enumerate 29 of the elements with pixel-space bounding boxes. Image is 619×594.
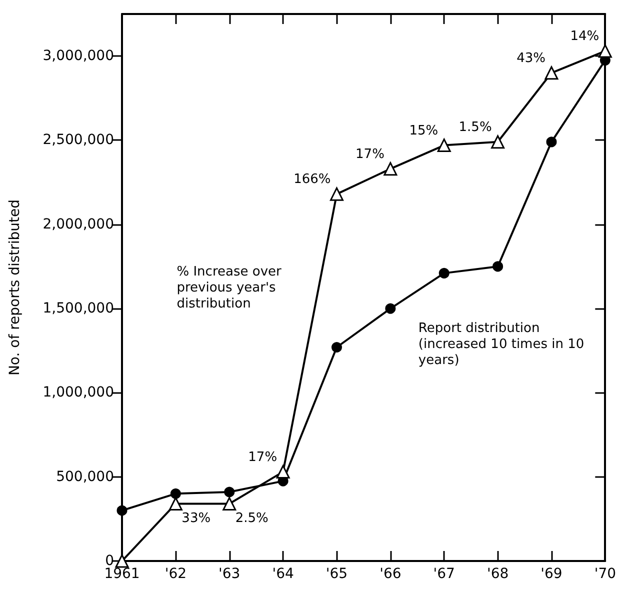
annotation: 43% xyxy=(516,50,546,66)
x-tick-label: '70 xyxy=(594,566,616,582)
x-tick-label: '66 xyxy=(380,566,402,582)
y-tick-label: 1,500,000 xyxy=(42,300,114,317)
x-tick-label: '68 xyxy=(486,566,509,582)
x-tick-label: '63 xyxy=(218,566,240,582)
x-tick-label: '62 xyxy=(164,566,187,582)
series-label: Report distribution (increased 10 times in 10 years) xyxy=(418,321,588,368)
annotation: 166% xyxy=(294,172,331,188)
text: % Increase over previous year's distribution xyxy=(176,264,286,312)
x-tick-label: '67 xyxy=(433,566,455,582)
x-tick-label: 1961 xyxy=(104,566,140,582)
annotation: 2.5% xyxy=(235,510,268,526)
y-tick-label: 1,000,000 xyxy=(42,384,114,401)
annotation: 17% xyxy=(356,146,384,162)
annotation: 17% xyxy=(248,450,278,465)
annotation: 14% xyxy=(570,29,600,44)
x-tick-label: '65 xyxy=(326,566,348,582)
annotation: 15% xyxy=(409,123,438,138)
x-tick-label: '64 xyxy=(272,566,294,582)
x-tick-label: '69 xyxy=(540,566,562,582)
y-tick-label: 500,000 xyxy=(56,468,114,485)
y-tick-label: 3,000,000 xyxy=(42,48,114,64)
y-tick-label: 2,000,000 xyxy=(42,216,114,232)
y-tick-label: 0 xyxy=(105,553,114,569)
annotation: 33% xyxy=(182,510,211,526)
y-tick-label: 2,500,000 xyxy=(42,132,114,148)
annotation: 1.5% xyxy=(458,120,492,135)
y-axis-title: No. of reports distributed xyxy=(7,199,23,376)
